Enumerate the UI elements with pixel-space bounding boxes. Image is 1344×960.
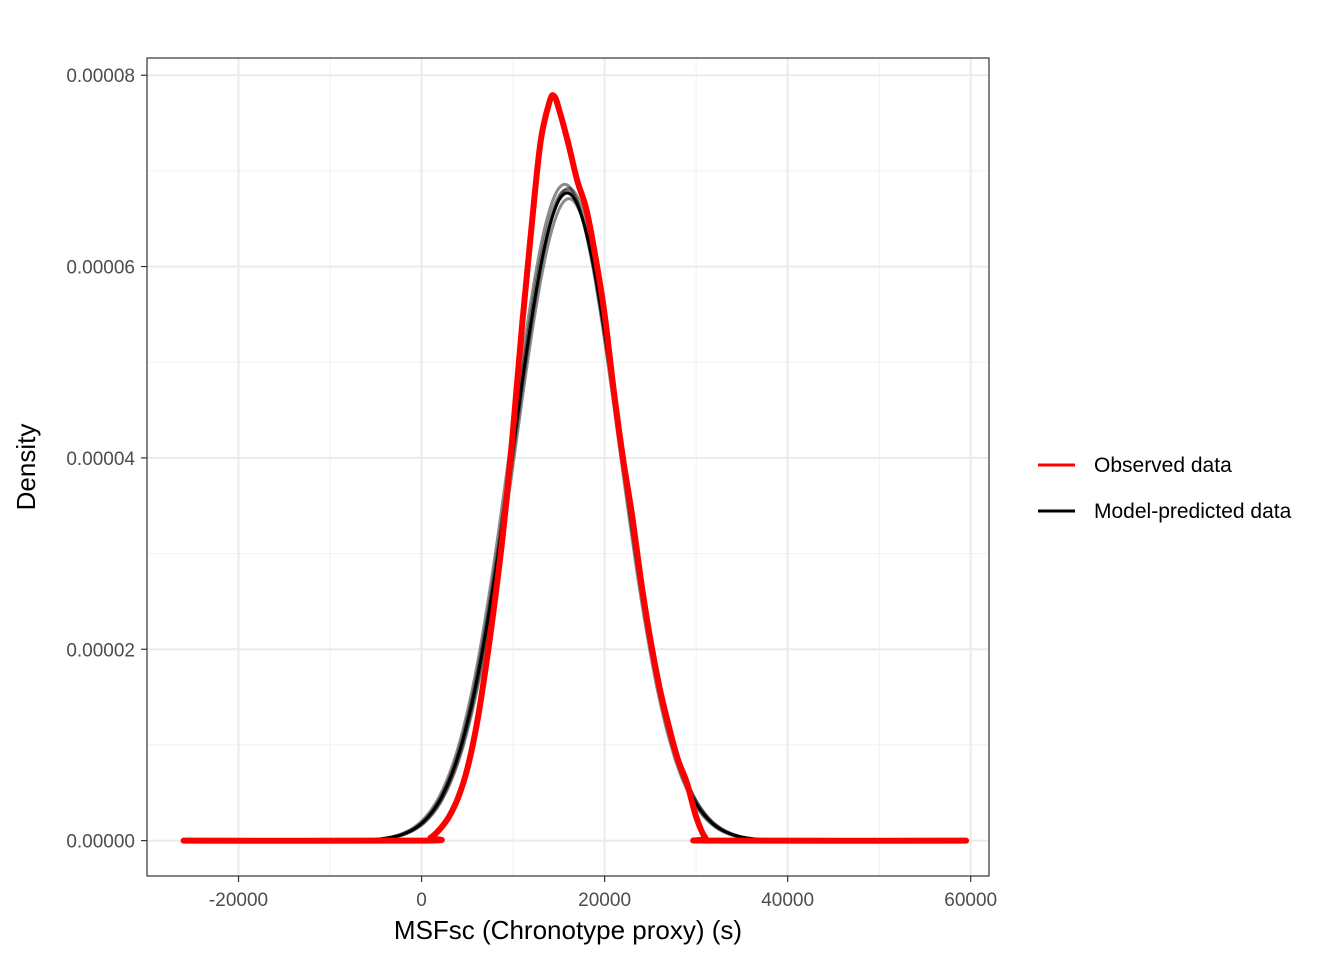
grid-lines <box>147 58 989 876</box>
x-tick-label: 40000 <box>761 890 814 911</box>
axis-ticks: -20000 0 20000 40000 60000 0.00000 0.00002 0.00… <box>66 66 997 911</box>
model-predicted-line <box>183 182 967 843</box>
model-predicted-line <box>183 197 967 843</box>
model-predicted-line <box>183 188 967 843</box>
model-predicted-line <box>183 191 967 843</box>
panel-border <box>146 57 990 877</box>
model-predicted-line <box>183 186 967 843</box>
y-tick-label: 0.00000 <box>66 832 135 853</box>
y-axis-title: Density <box>11 424 41 511</box>
x-tick-label: 60000 <box>944 890 997 911</box>
y-tick-label: 0.00004 <box>66 449 135 470</box>
x-axis-title: MSFsc (Chronotype proxy) (s) <box>394 915 742 945</box>
y-tick-label: 0.00008 <box>66 66 135 87</box>
x-tick-label: 0 <box>416 890 427 911</box>
y-tick-label: 0.00002 <box>66 640 135 661</box>
x-tick-label: 20000 <box>578 890 631 911</box>
legend-label-model: Model-predicted data <box>1094 500 1292 523</box>
observed-data-line <box>180 92 970 844</box>
y-tick-label: 0.00006 <box>66 258 135 279</box>
series-lines <box>180 92 970 844</box>
legend-label-observed: Observed data <box>1094 454 1232 477</box>
x-tick-label: -20000 <box>209 890 268 911</box>
legend: Observed data Model-predicted data <box>1038 454 1292 523</box>
